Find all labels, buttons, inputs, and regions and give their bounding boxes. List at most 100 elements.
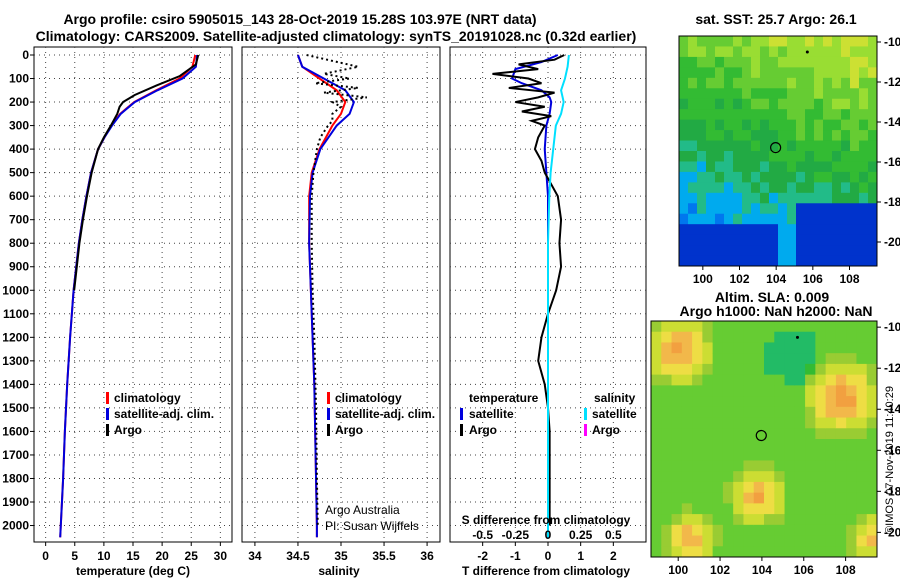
sla-cell [825,449,837,461]
sst-cell [679,203,689,215]
sst-cell [787,109,797,121]
sla-cell [784,428,796,440]
sla-cell [702,353,714,365]
sla-cell [681,321,693,333]
sst-cell [823,140,833,152]
sst-cell [868,151,878,162]
sla-cell [805,428,816,440]
sla-cell [692,353,703,365]
sst-cell [859,98,869,110]
sla-cell [856,492,868,504]
sla-cell [743,374,755,386]
sst-cell [832,192,842,204]
sst-cell [760,46,770,58]
sla-cell [681,396,693,408]
sst-cell [706,224,716,236]
sst-cell [850,98,860,110]
sla-cell [856,514,868,526]
sla-cell [835,331,847,343]
sst-cell [814,224,824,236]
sla-cell [835,449,847,461]
sst-cell [760,88,770,100]
sst-cell [688,109,698,121]
sla-cell [774,353,786,365]
sst-cell [823,234,833,246]
sst-cell [715,98,725,110]
sla-cell [764,321,775,333]
sst-cell [787,88,797,100]
sst-cell [859,203,869,215]
sla-cell [825,546,837,558]
sst-cell [724,36,734,47]
sla-cell [764,535,775,547]
sst-cell [832,171,842,183]
sla-cell [671,374,683,386]
sst-cell [778,182,788,194]
sst-cell [760,119,770,131]
legend-marker-argo [106,424,109,436]
sla-cell [866,460,878,472]
sst-cell [787,234,797,246]
sst-cell [733,46,743,58]
sst-cell [679,77,689,89]
sla-cell [743,342,755,354]
sla-cell [764,385,775,397]
argo-australia-note: Argo Australia [325,503,400,517]
sst-cell [769,182,779,194]
depth-tick-label: 200 [9,95,29,109]
sst-cell [715,140,725,152]
sla-cell [764,417,775,429]
sst-cell [724,88,734,100]
sst-cell [832,213,842,225]
legend-marker-satellite [106,408,109,420]
sla-cell [846,503,857,515]
sla-cell [753,342,765,354]
sst-cell [805,255,815,267]
sla-cell [681,428,693,440]
depth-tick-label: 700 [9,213,29,227]
sst-cell [760,36,770,47]
x-tick-label: -1 [510,549,521,563]
sst-cell [787,213,797,225]
sst-cell [751,234,761,246]
sst-cell [769,67,779,79]
sst-cell [706,234,716,246]
sst-cell [841,46,851,58]
sst-cell [742,56,752,68]
sla-cell [835,492,847,504]
sst-cell [850,88,860,100]
sst-cell [787,119,797,131]
sla-cell [671,535,683,547]
sst-cell [679,109,689,121]
sst-cell [679,140,689,152]
sst-cell [823,171,833,183]
sla-cell [661,374,673,386]
sst-cell [841,192,851,204]
sla-cell [805,449,816,461]
sla-cell [733,524,744,537]
sst-cell [868,234,878,246]
sla-cell [671,524,683,537]
sla-cell [651,492,662,504]
sst-cell [733,245,743,257]
sst-cell [805,224,815,236]
sla-cell [692,524,703,537]
temperature-xlabel: temperature (deg C) [76,564,190,578]
sla-cell [722,417,734,429]
sla-cell [764,471,775,483]
legend-marker-climatology [106,392,109,404]
sla-cell [651,439,662,451]
sst-cell [868,67,878,79]
sla-cell [866,321,878,333]
sla-cell [753,374,765,386]
depth-tick-label: 1700 [2,448,29,462]
sst-cell [688,192,698,204]
sst-cell [688,77,698,89]
sla-cell [774,342,786,354]
sla-cell [661,460,673,472]
sla-cell [815,460,827,472]
sla-cell [712,449,724,461]
sst-cell [805,56,815,68]
sla-cell [661,353,673,365]
sla-cell [681,385,693,397]
